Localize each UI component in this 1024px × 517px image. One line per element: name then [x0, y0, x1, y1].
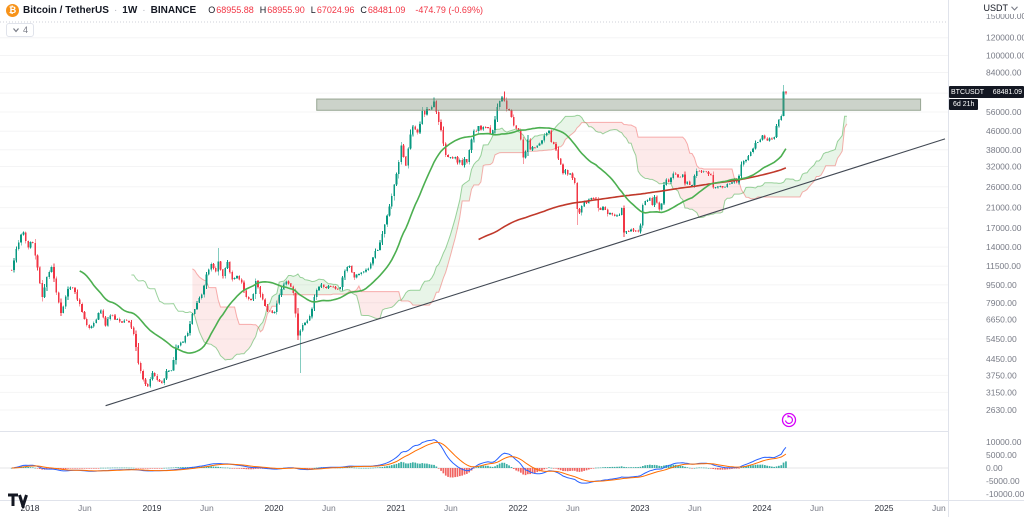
time-scale[interactable] — [0, 500, 948, 517]
indicators-count: 4 — [23, 25, 29, 35]
chart-topbar: ₿ Bitcoin / TetherUS · 1W · BINANCE O 689… — [0, 0, 948, 20]
svg-text:46000.00: 46000.00 — [986, 126, 1022, 136]
svg-text:Jun: Jun — [566, 503, 580, 513]
svg-text:-5000.00: -5000.00 — [986, 476, 1020, 486]
svg-text:150000.00: 150000.00 — [986, 11, 1024, 21]
svg-text:5450.00: 5450.00 — [986, 334, 1017, 344]
symbol-title[interactable]: Bitcoin / TetherUS — [23, 4, 109, 16]
currency-selector[interactable]: USDT — [981, 2, 1020, 14]
macd-pane — [0, 439, 948, 484]
badge-price: 68481.09 — [992, 88, 1022, 96]
svg-text:120000.00: 120000.00 — [986, 33, 1024, 43]
svg-text:2020: 2020 — [265, 503, 284, 513]
interval-label[interactable]: 1W — [122, 4, 138, 16]
svg-text:2021: 2021 — [387, 503, 406, 513]
svg-text:7900.00: 7900.00 — [986, 298, 1017, 308]
svg-text:2022: 2022 — [509, 503, 528, 513]
svg-text:11500.00: 11500.00 — [986, 261, 1021, 271]
tradingview-logo-icon — [8, 493, 28, 511]
svg-text:17000.00: 17000.00 — [986, 223, 1022, 233]
bar-countdown-badge: 6d 21h — [949, 99, 979, 110]
low-value: L 67024.96 — [310, 5, 355, 15]
currency-label: USDT — [983, 3, 1009, 13]
price-pane — [10, 85, 946, 428]
svg-text:Jun: Jun — [200, 503, 214, 513]
svg-text:100000.00: 100000.00 — [986, 51, 1024, 61]
svg-text:2024: 2024 — [753, 503, 772, 513]
svg-text:Jun: Jun — [932, 503, 946, 513]
svg-text:Jun: Jun — [444, 503, 458, 513]
svg-text:3150.00: 3150.00 — [986, 387, 1017, 397]
svg-text:14000.00: 14000.00 — [986, 242, 1022, 252]
svg-text:Jun: Jun — [688, 503, 702, 513]
svg-text:9500.00: 9500.00 — [986, 280, 1017, 290]
ohlc-values: O 68955.88 H 68955.90 L 67024.96 C 68481.09 … — [208, 5, 483, 15]
open-value: O 68955.88 — [208, 5, 254, 15]
svg-text:0.00: 0.00 — [986, 463, 1003, 473]
chevron-down-icon — [1011, 5, 1018, 11]
svg-text:Jun: Jun — [78, 503, 92, 513]
svg-text:3750.00: 3750.00 — [986, 370, 1017, 380]
ichimoku-cloud — [131, 114, 848, 361]
resistance-zone[interactable] — [316, 98, 922, 111]
svg-text:2019: 2019 — [143, 503, 162, 513]
macd-signal-line — [11, 441, 787, 482]
svg-text:84000.00: 84000.00 — [986, 68, 1022, 78]
change-value: -474.79 (-0.69%) — [415, 5, 483, 15]
grid-layer — [0, 21, 948, 411]
svg-text:5000.00: 5000.00 — [986, 450, 1017, 460]
sma-slow-line — [478, 167, 787, 241]
svg-text:2630.00: 2630.00 — [986, 405, 1017, 415]
svg-text:32000.00: 32000.00 — [986, 162, 1022, 172]
price-scale[interactable] — [948, 0, 1024, 500]
svg-text:2023: 2023 — [631, 503, 650, 513]
svg-text:6650.00: 6650.00 — [986, 315, 1017, 325]
svg-text:10000.00: 10000.00 — [986, 437, 1022, 447]
svg-text:56000.00: 56000.00 — [986, 107, 1022, 117]
tradingview-logo[interactable] — [6, 492, 30, 513]
replay-icon[interactable] — [781, 412, 797, 428]
svg-text:Jun: Jun — [322, 503, 336, 513]
high-value: H 68955.90 — [259, 5, 305, 15]
candles-layer — [10, 85, 787, 388]
separator-dot: · — [113, 4, 118, 16]
exchange-label[interactable]: BINANCE — [150, 4, 197, 16]
svg-text:21000.00: 21000.00 — [986, 203, 1022, 213]
svg-text:4450.00: 4450.00 — [986, 354, 1017, 364]
svg-text:2018: 2018 — [21, 503, 40, 513]
close-value: C 68481.09 — [360, 5, 406, 15]
svg-text:2025: 2025 — [875, 503, 894, 513]
svg-text:38000.00: 38000.00 — [986, 145, 1022, 155]
trendline[interactable] — [105, 138, 946, 407]
svg-text:26000.00: 26000.00 — [986, 182, 1022, 192]
bitcoin-icon: ₿ — [6, 3, 19, 17]
last-price-badge: BTCUSDT 68481.09 — [949, 86, 1024, 98]
svg-text:Jun: Jun — [810, 503, 824, 513]
chevron-down-icon — [13, 28, 19, 33]
svg-text:-10000.00: -10000.00 — [986, 489, 1024, 499]
indicators-collapse-button[interactable]: 4 — [6, 23, 35, 37]
separator-dot: · — [142, 4, 146, 16]
sma-fast-line — [79, 126, 787, 354]
macd-line — [11, 439, 787, 484]
badge-symbol: BTCUSDT — [951, 88, 985, 96]
